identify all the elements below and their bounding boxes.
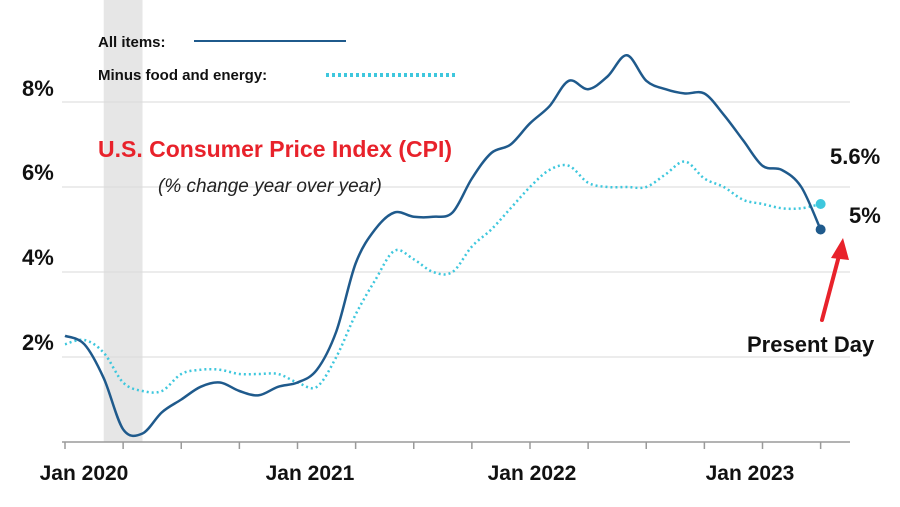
y-tick-label: 4% <box>22 245 54 270</box>
x-tick-label: Jan 2020 <box>40 462 129 485</box>
present-day-arrowhead-icon <box>831 238 849 260</box>
x-tick-label: Jan 2023 <box>706 462 795 485</box>
present-day-annotation: Present Day <box>747 238 875 357</box>
data-lines <box>64 54 826 438</box>
shaded-period <box>103 0 143 442</box>
y-tick-label: 6% <box>22 160 54 185</box>
x-tick-label: Jan 2022 <box>488 462 577 485</box>
all-items-end-point <box>815 224 826 235</box>
shaded-region <box>103 0 143 442</box>
legend-label-all-items: All items: <box>98 34 166 51</box>
y-tick-label: 8% <box>22 76 54 101</box>
x-tick-label: Jan 2021 <box>266 462 355 485</box>
gridlines <box>62 101 850 358</box>
legend: All items: Minus food and energy: <box>98 34 458 84</box>
legend-label-core: Minus food and energy: <box>98 67 267 84</box>
chart-subtitle: (% change year over year) <box>158 176 382 197</box>
series-line-core <box>64 160 821 394</box>
core-end-point <box>815 199 826 209</box>
all-items-end-label: 5% <box>849 203 881 228</box>
present-day-label: Present Day <box>747 332 875 357</box>
core-end-label: 5.6% <box>830 144 880 169</box>
series-line-all-items <box>64 54 822 438</box>
present-day-arrow-shaft <box>820 250 842 322</box>
x-axis <box>62 441 850 449</box>
chart-title: U.S. Consumer Price Index (CPI) <box>98 136 452 162</box>
y-tick-label: 2% <box>22 330 54 355</box>
